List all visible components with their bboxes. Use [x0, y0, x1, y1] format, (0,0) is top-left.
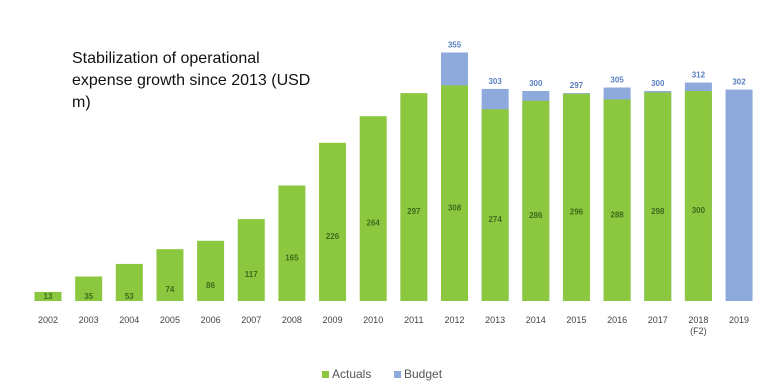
actual-bar	[197, 240, 225, 301]
actual-bar	[522, 100, 550, 301]
x-tick-label: 2011	[404, 315, 424, 325]
actual-label: 297	[407, 207, 421, 216]
actual-label: 35	[84, 292, 93, 301]
actual-label: 86	[206, 281, 215, 290]
actual-label: 13	[44, 292, 53, 301]
x-tick-label: 2019	[729, 315, 750, 325]
legend-label: Budget	[404, 367, 443, 381]
actual-bar	[359, 116, 387, 301]
budget-label: 312	[692, 71, 706, 80]
actual-label: 117	[245, 270, 258, 279]
x-tick-label: 2006	[200, 315, 221, 325]
x-tick-label: 2008	[281, 315, 302, 325]
x-tick-label: 2002	[37, 315, 59, 325]
actual-bar	[603, 99, 631, 302]
actual-bar	[237, 219, 265, 301]
actual-label: 300	[692, 206, 706, 215]
budget-label: 355	[448, 41, 462, 50]
x-tick-label: 2004	[119, 315, 140, 325]
chart-title: Stabilization of operational expense gro…	[72, 50, 311, 111]
actual-label: 288	[610, 210, 624, 219]
actual-label: 308	[448, 203, 462, 212]
actual-label: 165	[285, 253, 299, 262]
legend-swatch	[394, 371, 401, 378]
budget-label: 297	[570, 81, 584, 90]
actual-bar	[156, 249, 184, 301]
actual-bar	[481, 109, 509, 301]
actual-bar	[278, 185, 306, 301]
actual-bar	[400, 93, 428, 301]
x-tick-label: 2012	[444, 315, 465, 325]
actual-bar	[644, 92, 672, 302]
budget-label: 300	[651, 79, 665, 88]
actual-bar	[75, 276, 103, 301]
budget-bar	[725, 89, 753, 301]
legend-label: Actuals	[332, 367, 371, 381]
x-tick-label: 2007	[241, 315, 262, 325]
budget-label: 300	[529, 79, 543, 88]
actual-bar	[562, 93, 590, 301]
actual-label: 53	[125, 292, 134, 301]
x-tick-label: 2005	[159, 315, 180, 325]
actual-label: 296	[570, 208, 584, 217]
x-tick-label: 2018 (F2)	[688, 315, 709, 336]
x-tick-label: 2003	[78, 315, 99, 325]
x-tick-label: 2015	[566, 315, 587, 325]
actual-bar	[319, 142, 347, 301]
budget-label: 303	[488, 77, 502, 86]
x-tick-label: 2010	[363, 315, 384, 325]
budget-label: 302	[732, 78, 746, 87]
legend-swatch	[322, 371, 329, 378]
actual-bar	[115, 263, 143, 301]
actual-bar	[34, 291, 62, 301]
actual-label: 286	[529, 211, 543, 220]
x-tick-label: 2016	[607, 315, 628, 325]
x-tick-label: 2017	[647, 315, 668, 325]
actual-label: 274	[488, 215, 502, 224]
actual-bar	[441, 85, 468, 302]
x-tick-label: 2013	[485, 315, 506, 325]
actual-label: 74	[165, 285, 174, 294]
actual-bar	[684, 91, 712, 301]
actual-label: 298	[651, 207, 665, 216]
x-tick-label: 2014	[525, 315, 546, 325]
actual-label: 264	[367, 219, 381, 228]
budget-label: 305	[610, 76, 624, 85]
actual-label: 226	[326, 232, 340, 241]
x-tick-label: 2009	[322, 315, 343, 325]
